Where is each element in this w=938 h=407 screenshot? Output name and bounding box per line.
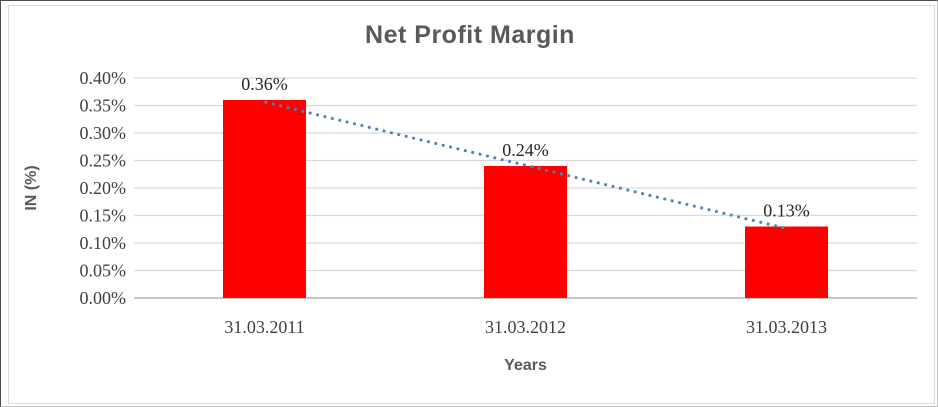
bar bbox=[484, 166, 567, 298]
data-label: 0.24% bbox=[502, 140, 549, 160]
y-tick-label: 0.00% bbox=[80, 288, 127, 308]
y-tick-label: 0.30% bbox=[80, 123, 127, 143]
y-axis-title: IN (%) bbox=[23, 165, 40, 211]
y-tick-label: 0.05% bbox=[80, 261, 127, 281]
y-tick-label: 0.40% bbox=[80, 68, 127, 88]
y-tick-label: 0.15% bbox=[80, 206, 127, 226]
bar bbox=[745, 226, 828, 298]
y-tick-label: 0.25% bbox=[80, 151, 127, 171]
trendline bbox=[264, 100, 787, 230]
data-label: 0.13% bbox=[763, 201, 810, 221]
chart-title: Net Profit Margin bbox=[365, 21, 575, 49]
y-tick-label: 0.20% bbox=[80, 178, 127, 198]
y-tick-label: 0.35% bbox=[80, 96, 127, 116]
x-category-label: 31.03.2012 bbox=[485, 317, 566, 337]
bar bbox=[223, 100, 306, 298]
x-category-label: 31.03.2011 bbox=[224, 317, 304, 337]
data-label: 0.36% bbox=[241, 74, 288, 94]
x-category-label: 31.03.2013 bbox=[746, 317, 827, 337]
x-axis-title: Years bbox=[504, 357, 547, 374]
y-tick-label: 0.10% bbox=[80, 233, 127, 253]
